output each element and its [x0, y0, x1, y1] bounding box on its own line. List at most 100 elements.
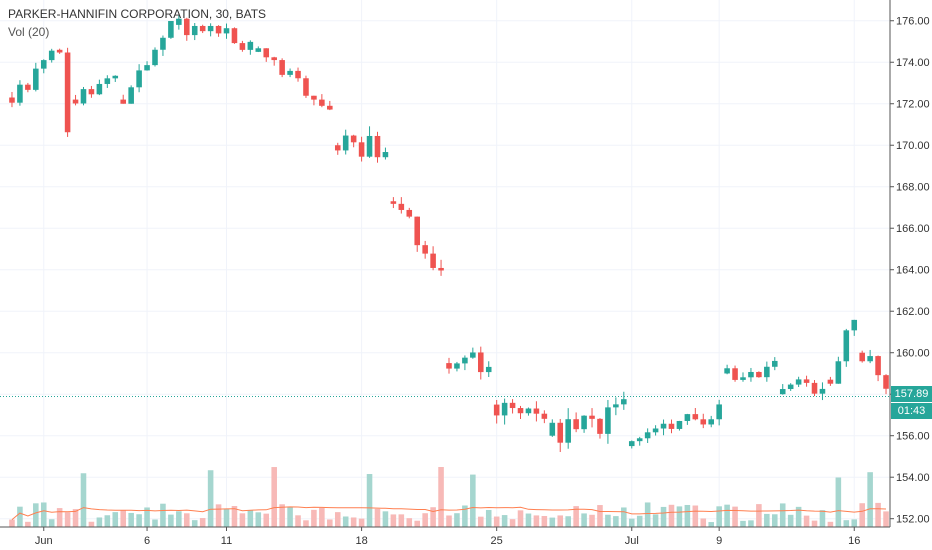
- candle-body: [851, 319, 858, 331]
- volume-bar: [144, 507, 150, 527]
- volume-bar: [72, 509, 79, 527]
- volume-bar: [470, 474, 476, 527]
- candle-body: [613, 404, 619, 408]
- volume-bar: [422, 513, 428, 527]
- volume-bar: [644, 502, 651, 527]
- volume-bar: [573, 506, 579, 527]
- candle-body: [557, 422, 564, 443]
- x-tick-label: 11: [221, 535, 232, 547]
- candle-body: [263, 48, 270, 58]
- volume-bar: [509, 519, 516, 527]
- y-tick-label: 164.00: [896, 265, 930, 277]
- volume-indicator-label[interactable]: Vol (20): [8, 25, 50, 39]
- last-price-tag: 157.89: [891, 386, 932, 402]
- bar-countdown-tag: 01:43: [891, 403, 932, 419]
- x-tick-label: 18: [355, 535, 367, 547]
- volume-bar: [795, 506, 802, 527]
- candle-body: [334, 145, 341, 151]
- volume-bar: [96, 517, 103, 527]
- volume-bar: [152, 519, 158, 527]
- candle-body: [684, 414, 691, 421]
- volume-bar: [779, 503, 786, 527]
- volume-bar: [80, 473, 87, 527]
- x-tick-label: Jul: [625, 535, 639, 547]
- volume-bar: [342, 516, 349, 527]
- volume-bar: [239, 513, 246, 527]
- y-tick-label: 160.00: [896, 348, 930, 360]
- volume-bar: [223, 508, 230, 527]
- candle-body: [454, 363, 460, 369]
- candle-body: [462, 357, 468, 364]
- volume-bar: [867, 472, 873, 527]
- volume-bar: [549, 517, 556, 527]
- volume-bar: [104, 515, 111, 527]
- volume-bar: [327, 519, 333, 527]
- volume-bar: [334, 512, 341, 527]
- candle-body: [342, 135, 349, 151]
- candle-body: [438, 267, 444, 271]
- candle-body: [795, 379, 802, 385]
- volume-bar: [295, 515, 301, 527]
- candle-body: [247, 41, 254, 50]
- candle-body: [573, 419, 579, 430]
- volume-bar: [17, 506, 23, 527]
- candle-body: [509, 402, 516, 409]
- volume-bar: [358, 518, 365, 527]
- candle-body: [875, 356, 881, 376]
- volume-bar: [827, 521, 834, 527]
- volume-bar: [128, 512, 134, 527]
- y-tick-label: 156.00: [896, 431, 930, 443]
- candle-body: [255, 48, 262, 52]
- candle-body: [120, 99, 126, 104]
- candle-body: [358, 142, 365, 157]
- volume-bar: [406, 518, 413, 527]
- candle-body: [716, 404, 722, 420]
- candle-body: [644, 432, 651, 439]
- volume-bar: [541, 515, 548, 527]
- volume-bar: [700, 518, 707, 527]
- x-tick-label: 16: [848, 535, 860, 547]
- chart-title: PARKER-HANNIFIN CORPORATION, 30, BATS: [8, 7, 267, 21]
- volume-bar: [581, 513, 587, 527]
- candle-body: [708, 419, 714, 425]
- candle-body: [96, 83, 103, 95]
- volume-bar: [303, 520, 309, 527]
- candle-body: [48, 50, 55, 61]
- volume-bar: [311, 509, 317, 527]
- volume-bar: [414, 520, 420, 527]
- candle-body: [414, 216, 420, 246]
- volume-bar: [160, 503, 166, 527]
- volume-bar: [517, 510, 524, 527]
- candle-body: [56, 49, 63, 53]
- volume-bar: [692, 505, 699, 527]
- volume-bar: [25, 521, 31, 527]
- volume-bar: [88, 521, 95, 527]
- volume-bar: [525, 513, 532, 527]
- volume-bar: [764, 513, 770, 527]
- candle-body: [470, 352, 476, 358]
- volume-bar: [740, 520, 746, 527]
- volume-bar: [191, 520, 198, 527]
- candle-body: [382, 152, 389, 158]
- candle-body: [311, 95, 317, 100]
- volume-bar: [787, 514, 794, 527]
- volume-bar: [875, 502, 881, 527]
- candle-body: [72, 99, 79, 104]
- candle-body: [88, 89, 95, 95]
- candle-body: [843, 330, 850, 362]
- y-tick-label: 174.00: [896, 57, 930, 69]
- candle-body: [271, 57, 277, 61]
- candle-body: [279, 60, 285, 75]
- volume-bar: [438, 467, 444, 527]
- candle-body: [406, 209, 413, 217]
- candle-body: [17, 84, 23, 103]
- candle-body: [859, 352, 865, 362]
- volume-bar: [613, 516, 619, 527]
- candle-body: [64, 52, 71, 133]
- y-tick-label: 162.00: [896, 306, 930, 318]
- candle-body: [80, 89, 87, 104]
- volume-bar: [136, 514, 142, 527]
- candle-body: [517, 408, 524, 414]
- candle-body: [621, 399, 627, 405]
